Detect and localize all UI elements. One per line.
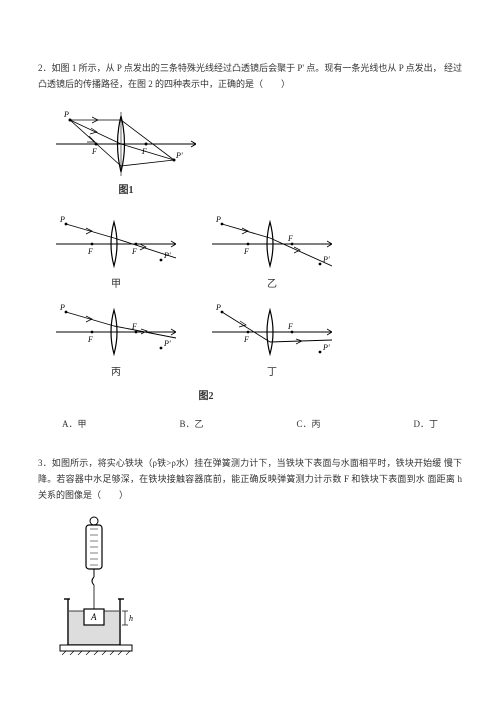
q3-line1: 3．如图所示，将实心铁块（ρ铁>ρ水）挂在弹簧测力计下，当铁块下表面与水面相平时…: [38, 458, 441, 468]
q2-line1: 2．如图 1 所示，从 P 点发出的三条特殊光线经过凸透镜后会聚于 P' 点。现…: [38, 63, 442, 73]
svg-text:P': P': [322, 255, 330, 264]
q3-figure: A h: [56, 515, 462, 655]
subfig-bing: F F P P' 丙: [56, 302, 176, 382]
q2-opt-b: B．乙: [179, 416, 203, 432]
svg-text:P': P': [163, 339, 171, 348]
svg-text:F: F: [87, 247, 93, 256]
svg-text:F: F: [287, 234, 293, 243]
svg-text:P: P: [59, 215, 65, 224]
q2-options: A．甲 B．乙 C．丙 D．丁: [38, 416, 462, 432]
fig2-row2: F F P P' 丙 F F P P': [56, 302, 462, 382]
fig1-svg: F F P P': [56, 104, 196, 180]
q2-opt-d: D．丁: [413, 416, 438, 432]
svg-text:P: P: [59, 303, 65, 312]
fig1-P: P: [63, 110, 69, 119]
svg-text:F: F: [243, 335, 249, 344]
q2-opt-c: C．丙: [296, 416, 320, 432]
bing-label: 丙: [111, 364, 121, 382]
fig2-block: F F P P' 甲 F F P P': [38, 214, 462, 406]
svg-text:F: F: [131, 247, 137, 256]
ding-label: 丁: [267, 364, 277, 382]
fig2-caption: 图2: [56, 388, 356, 406]
fig1-block: F F P P' 图1: [56, 104, 462, 200]
yi-label: 乙: [267, 276, 277, 294]
fig2-row1: F F P P' 甲 F F P P': [56, 214, 462, 294]
block-label: A: [90, 612, 97, 622]
fig1-F-left: F: [91, 147, 97, 156]
q2-text: 2．如图 1 所示，从 P 点发出的三条特殊光线经过凸透镜后会聚于 P' 点。现…: [38, 60, 462, 92]
subfig-yi: F F P P' 乙: [212, 214, 332, 294]
h-label: h: [129, 614, 133, 623]
subfig-jia: F F P P' 甲: [56, 214, 176, 294]
svg-text:F: F: [87, 335, 93, 344]
q2-opt-a: A．甲: [62, 416, 87, 432]
q3-text: 3．如图所示，将实心铁块（ρ铁>ρ水）挂在弹簧测力计下，当铁块下表面与水面相平时…: [38, 455, 462, 504]
svg-text:P: P: [215, 303, 221, 312]
fig1-Pp: P': [175, 151, 183, 160]
jia-label: 甲: [111, 276, 121, 294]
q3-svg: A h: [56, 515, 146, 655]
svg-text:P': P': [322, 343, 330, 352]
svg-text:F: F: [287, 322, 293, 331]
subfig-ding: F F P P' 丁: [212, 302, 332, 382]
svg-text:F: F: [243, 247, 249, 256]
fig1-caption: 图1: [56, 182, 196, 200]
svg-text:P: P: [215, 215, 221, 224]
